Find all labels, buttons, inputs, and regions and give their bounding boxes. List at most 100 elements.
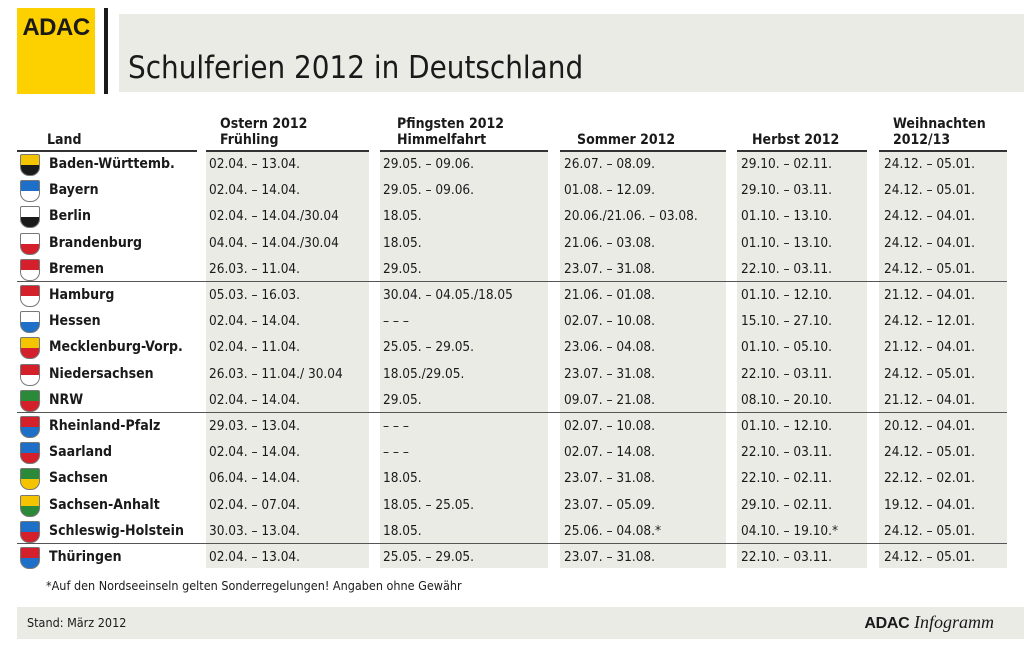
state-name: Bremen — [49, 260, 104, 277]
cell-sommer: 23.07. – 31.08. — [564, 365, 656, 382]
header-weihnachten-line2: 2012/13 — [893, 132, 951, 148]
cell-weihnachten: 24.12. – 04.01. — [884, 234, 976, 251]
column-bg-herbst — [737, 150, 867, 568]
cell-weihnachten: 24.12. – 05.01. — [884, 444, 976, 461]
cell-weihnachten: 24.12. – 05.01. — [884, 549, 976, 565]
cell-sommer: 20.06./21.06. – 03.08. — [564, 208, 698, 225]
cell-herbst: 29.10. – 03.11. — [741, 182, 833, 199]
state-crest-icon — [20, 494, 40, 517]
header-weihnachten-line1: Weihnachten — [893, 116, 986, 132]
cell-herbst: 01.10. – 13.10. — [741, 234, 833, 251]
header-rule-weihnachten — [879, 150, 1007, 152]
cell-herbst: 01.10. – 05.10. — [741, 339, 833, 356]
cell-ostern: 04.04. – 14.04./30.04 — [209, 234, 339, 251]
cell-herbst: 01.10. – 12.10. — [741, 287, 833, 303]
state-crest-icon — [20, 363, 40, 386]
cell-weihnachten: 21.12. – 04.01. — [884, 339, 976, 356]
group-separator-1 — [17, 281, 1007, 282]
cell-sommer: 23.07. – 05.09. — [564, 496, 656, 513]
cell-herbst: 22.10. – 02.11. — [741, 470, 833, 487]
brand-mark: ADAC Infogramm — [864, 612, 994, 633]
header-ostern-line1: Ostern 2012 — [220, 116, 308, 132]
cell-pfingsten: 18.05. — [383, 208, 422, 225]
cell-sommer: 09.07. – 21.08. — [564, 391, 656, 408]
state-name: Mecklenburg-Vorp. — [49, 339, 183, 356]
column-bg-pfingsten — [380, 150, 548, 568]
footer-band — [17, 607, 1024, 639]
group-separator-3 — [17, 543, 1007, 544]
header-land: Land — [47, 132, 82, 148]
cell-pfingsten: 18.05./29.05. — [383, 365, 465, 382]
state-crest-icon — [20, 206, 40, 229]
column-bg-sommer — [560, 150, 726, 568]
state-name: Bayern — [49, 182, 99, 199]
page-title: Schulferien 2012 in Deutschland — [128, 50, 584, 86]
table-row: NRW 02.04. – 14.04. 29.05. 09.07. – 21.08. 0… — [0, 388, 1024, 414]
state-crest-icon — [20, 232, 40, 255]
header-rule-sommer — [560, 150, 726, 152]
cell-ostern: 02.04. – 14.04. — [209, 313, 301, 330]
state-name: Sachsen — [49, 470, 109, 487]
logo-divider — [104, 8, 108, 94]
state-crest-icon — [20, 258, 40, 281]
cell-ostern: 02.04. – 11.04. — [209, 339, 301, 356]
cell-pfingsten: 29.05. — [383, 260, 422, 277]
header-rule-pfingsten — [380, 150, 548, 152]
cell-pfingsten: – – – — [383, 444, 409, 461]
cell-sommer: 02.07. – 10.08. — [564, 418, 656, 434]
cell-pfingsten: 18.05. — [383, 470, 422, 487]
cell-pfingsten: 25.05. – 29.05. — [383, 549, 475, 565]
stand-date: Stand: März 2012 — [27, 615, 127, 630]
brand-italic: Infogramm — [914, 612, 994, 632]
cell-pfingsten: – – – — [383, 313, 409, 330]
cell-ostern: 02.04. – 14.04. — [209, 182, 301, 199]
cell-weihnachten: 24.12. – 05.01. — [884, 260, 976, 277]
table-row: Mecklenburg-Vorp. 02.04. – 11.04. 25.05. –… — [0, 335, 1024, 361]
cell-sommer: 25.06. – 04.08.* — [564, 522, 662, 539]
cell-herbst: 22.10. – 03.11. — [741, 365, 833, 382]
cell-weihnachten: 24.12. – 04.01. — [884, 208, 976, 225]
cell-pfingsten: 29.05. – 09.06. — [383, 182, 475, 199]
state-crest-icon — [20, 547, 40, 569]
cell-herbst: 29.10. – 02.11. — [741, 496, 833, 513]
state-name: Sachsen-Anhalt — [49, 496, 160, 513]
state-name: NRW — [49, 391, 84, 408]
cell-sommer: 02.07. – 10.08. — [564, 313, 656, 330]
group-separator-2 — [17, 412, 1007, 413]
brand-bold: ADAC — [864, 615, 910, 632]
column-bg-ostern — [206, 150, 369, 568]
table-row: Bayern 02.04. – 14.04. 29.05. – 09.06. 01.0… — [0, 178, 1024, 204]
header-ostern: Ostern 2012 Frühling — [220, 116, 307, 148]
state-crest-icon — [20, 154, 40, 176]
state-name: Hessen — [49, 313, 101, 330]
cell-sommer: 21.06. – 03.08. — [564, 234, 656, 251]
cell-herbst: 29.10. – 02.11. — [741, 156, 833, 172]
state-name: Baden-Württemb. — [49, 156, 175, 172]
cell-ostern: 26.03. – 11.04./ 30.04 — [209, 365, 343, 382]
table-row: Rheinland-Pfalz 29.03. – 13.04. – – – 02.07… — [0, 414, 1024, 440]
cell-weihnachten: 20.12. – 04.01. — [884, 418, 976, 434]
cell-weihnachten: 21.12. – 04.01. — [884, 391, 976, 408]
table-row: Schleswig-Holstein 30.03. – 13.04. 18.05. 2… — [0, 519, 1024, 545]
cell-sommer: 23.07. – 31.08. — [564, 549, 656, 565]
cell-herbst: 22.10. – 03.11. — [741, 444, 833, 461]
cell-sommer: 26.07. – 08.09. — [564, 156, 656, 172]
cell-weihnachten: 19.12. – 04.01. — [884, 496, 976, 513]
header-weihnachten: Weihnachten 2012/13 — [893, 116, 986, 148]
cell-pfingsten: 18.05. – 25.05. — [383, 496, 475, 513]
cell-weihnachten: 24.12. – 05.01. — [884, 156, 976, 172]
cell-ostern: 02.04. – 14.04. — [209, 391, 301, 408]
table-row: Baden-Württemb. 02.04. – 13.04. 29.05. – 0… — [0, 152, 1024, 178]
table-row: Brandenburg 04.04. – 14.04./30.04 18.05. 21… — [0, 231, 1024, 257]
table-row: Thüringen 02.04. – 13.04. 25.05. – 29.05. 2… — [0, 545, 1024, 571]
table-row: Sachsen-Anhalt 02.04. – 07.04. 18.05. – 25… — [0, 493, 1024, 519]
state-name: Niedersachsen — [49, 365, 154, 382]
header-herbst: Herbst 2012 — [752, 132, 840, 148]
cell-ostern: 02.04. – 13.04. — [209, 156, 301, 172]
state-name: Berlin — [49, 208, 91, 225]
header-sommer: Sommer 2012 — [577, 132, 676, 148]
cell-ostern: 26.03. – 11.04. — [209, 260, 301, 277]
state-crest-icon — [20, 389, 40, 412]
cell-weihnachten: 24.12. – 05.01. — [884, 522, 976, 539]
state-crest-icon — [20, 416, 40, 438]
